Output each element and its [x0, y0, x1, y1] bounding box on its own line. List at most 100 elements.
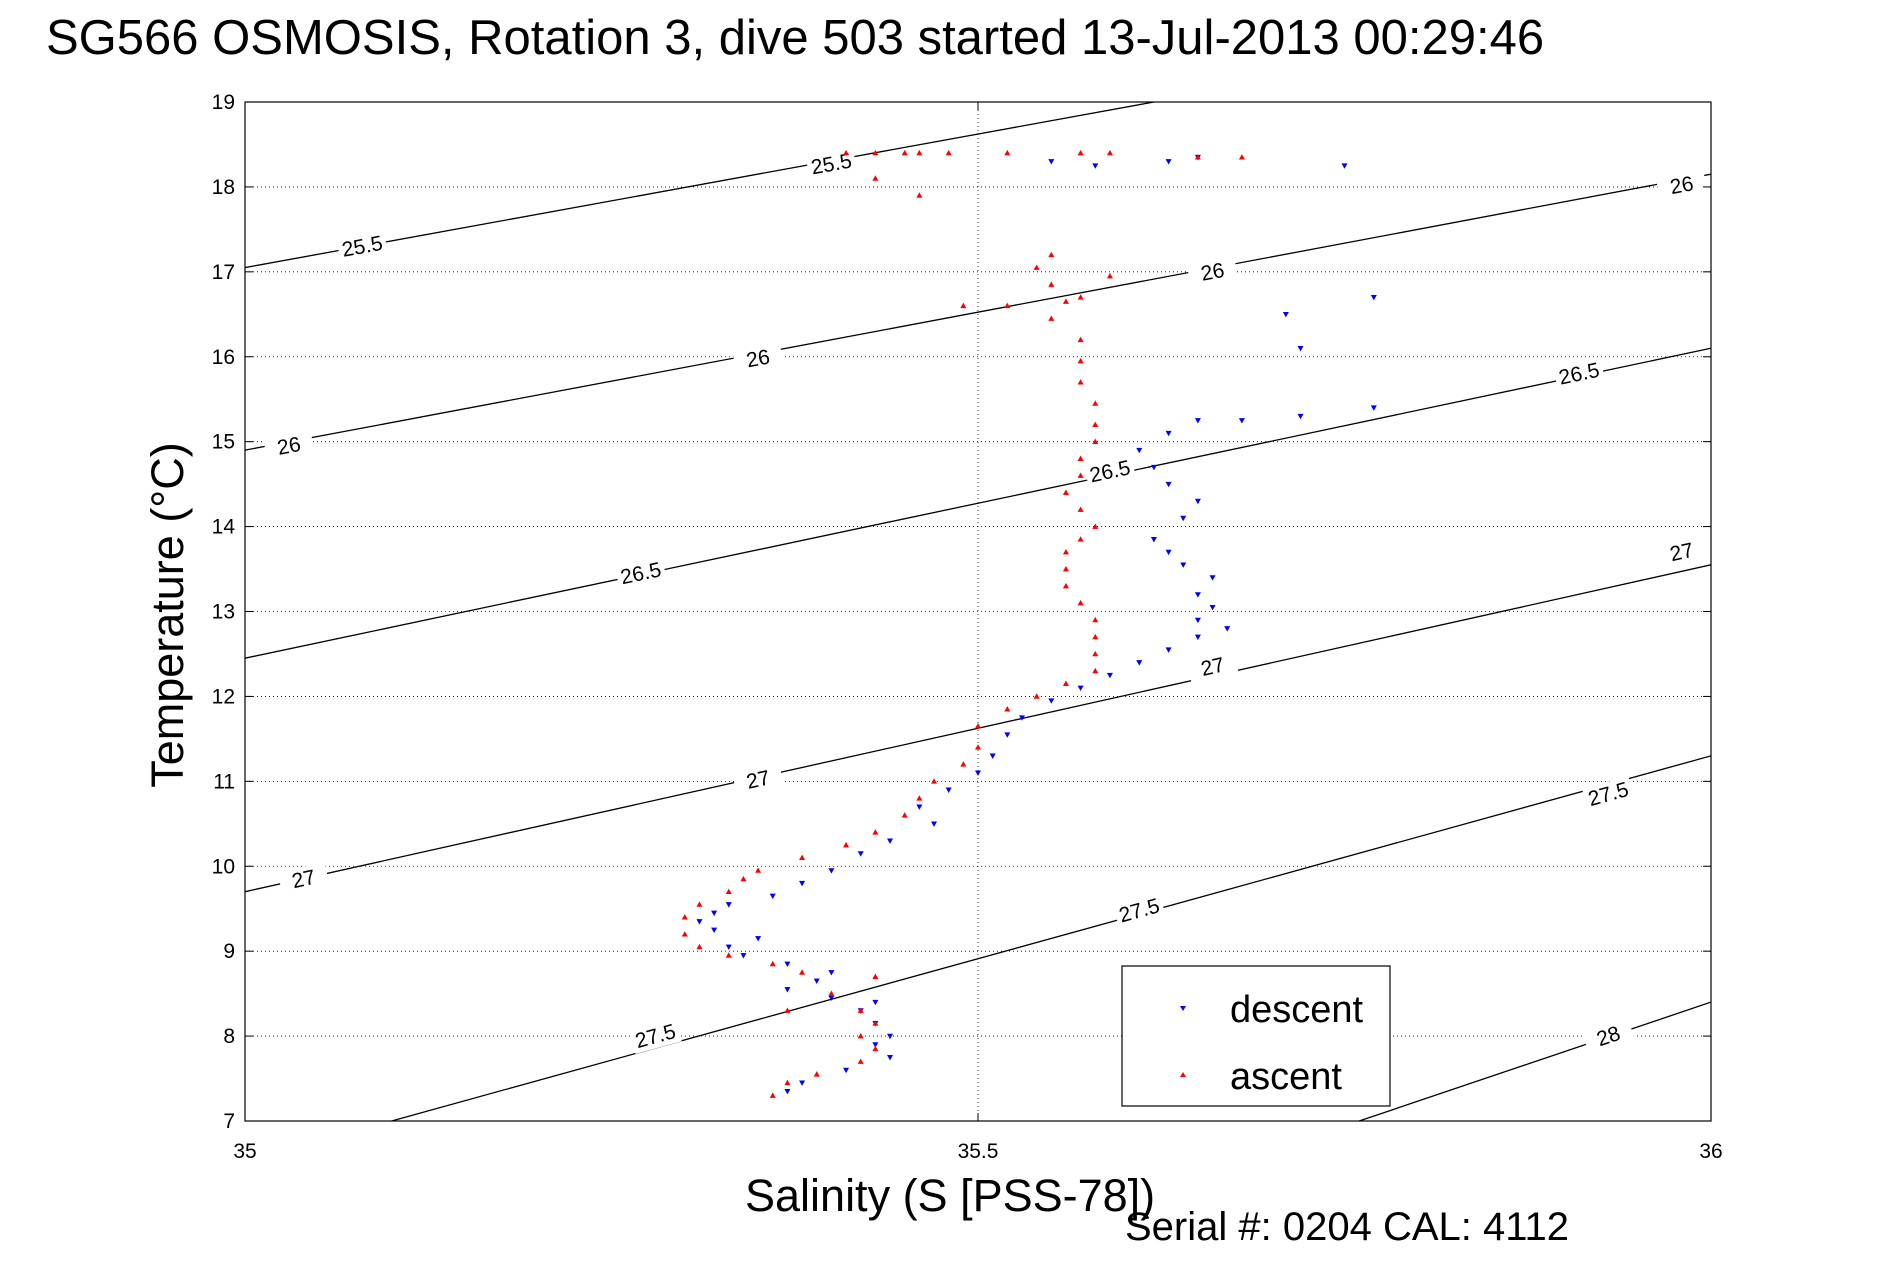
- ascent-point: [1092, 400, 1099, 406]
- ascent-point: [1077, 599, 1084, 606]
- descent-point: [872, 999, 879, 1006]
- y-tick-label: 19: [212, 91, 235, 114]
- descent-point: [828, 970, 835, 976]
- ascent-point: [725, 888, 732, 895]
- ascent-point: [901, 812, 908, 818]
- isopycnal-label: 27: [732, 762, 785, 797]
- y-tick-label: 13: [212, 601, 235, 624]
- ascent-point: [813, 1071, 820, 1077]
- svg-text:26: 26: [1668, 172, 1695, 199]
- descent-point: [828, 868, 835, 874]
- ascent-point: [1062, 680, 1069, 686]
- ascent-point: [1033, 693, 1040, 699]
- ascent-point: [1077, 336, 1084, 343]
- descent-point: [974, 770, 982, 776]
- descent-point: [725, 902, 732, 908]
- descent-point: [1194, 418, 1201, 424]
- ascent-point: [799, 854, 806, 861]
- gridlines: [245, 102, 1711, 1121]
- ascent-point: [828, 990, 835, 996]
- ascent-point: [1092, 633, 1099, 640]
- svg-text:27: 27: [1668, 539, 1696, 567]
- descent-point: [1180, 515, 1187, 522]
- isopycnal-label: 25.5: [805, 147, 858, 181]
- ascent-point: [1048, 281, 1055, 287]
- descent-point: [711, 910, 718, 917]
- ascent-point: [1048, 251, 1055, 258]
- ascent-point: [1106, 272, 1113, 279]
- ascent-point: [1004, 706, 1011, 712]
- descent-point: [1150, 537, 1157, 543]
- descent-point: [1048, 698, 1055, 704]
- svg-text:26: 26: [745, 345, 772, 372]
- ascent-point: [1048, 315, 1055, 321]
- ascent-point: [1077, 455, 1084, 461]
- data-series: [681, 149, 1377, 1098]
- legend-label-descent: descent: [1230, 989, 1364, 1031]
- ascent-point: [901, 149, 908, 156]
- ascent-point: [1062, 582, 1069, 589]
- ascent-point: [843, 149, 850, 156]
- descent-point: [1136, 660, 1143, 666]
- ascent-point: [872, 149, 879, 156]
- descent-point: [1136, 447, 1143, 454]
- isopycnal-line: [245, 173, 1711, 451]
- isopycnal-label: 26: [732, 342, 784, 375]
- ascent-point: [872, 973, 879, 979]
- descent-point: [755, 936, 762, 942]
- y-tick-label: 15: [212, 431, 235, 454]
- x-tick-label: 35.5: [958, 1140, 999, 1163]
- legend-marker-descent: [1180, 1006, 1186, 1011]
- ascent-point: [1004, 302, 1011, 309]
- y-axis-label: Temperature (°C): [142, 442, 193, 788]
- legend-label-ascent: ascent: [1230, 1056, 1342, 1098]
- isopycnal-line: [245, 102, 1155, 269]
- isopycnal-label: 27: [277, 862, 330, 896]
- descent-point: [1282, 311, 1289, 318]
- descent-point: [1194, 617, 1201, 624]
- descent-point: [784, 987, 791, 993]
- descent-point: [1180, 562, 1187, 568]
- descent-point: [1209, 575, 1216, 581]
- y-tick-label: 11: [213, 770, 235, 793]
- descent-point: [989, 753, 996, 759]
- descent-point: [887, 838, 894, 844]
- ascent-point: [1077, 506, 1084, 512]
- ascent-point: [1092, 523, 1099, 529]
- y-tick-label: 17: [212, 261, 235, 284]
- descent-point: [799, 880, 806, 887]
- ascent-point: [1077, 149, 1084, 156]
- ascent-point: [960, 302, 967, 309]
- ascent-point: [725, 952, 732, 958]
- y-tick-label: 7: [223, 1110, 235, 1133]
- serial-cal-footer: Serial #: 0204 CAL: 4112: [1125, 1205, 1570, 1249]
- isopycnal-label: 27.5: [1112, 892, 1166, 929]
- x-tick-label: 35: [233, 1140, 256, 1163]
- descent-point: [740, 953, 747, 959]
- descent-point: [843, 1067, 850, 1074]
- ascent-point: [857, 1058, 864, 1064]
- x-tick-label: 36: [1699, 1140, 1722, 1163]
- descent-point: [1165, 430, 1172, 437]
- descent-point: [1004, 732, 1011, 738]
- isopycnal-line: [1358, 1001, 1711, 1121]
- y-tick-label: 10: [212, 855, 235, 878]
- descent-point: [1194, 634, 1201, 641]
- ascent-point: [755, 867, 762, 873]
- descent-point: [1297, 413, 1304, 420]
- descent-point: [725, 944, 732, 951]
- descent-point: [1194, 498, 1201, 505]
- isopycnal-label: 27: [1655, 535, 1708, 569]
- svg-text:27: 27: [1199, 653, 1227, 681]
- ascent-point: [945, 149, 952, 156]
- descent-point: [1194, 592, 1201, 598]
- svg-text:27: 27: [290, 866, 318, 894]
- ascent-point: [784, 1007, 791, 1013]
- descent-point: [813, 978, 820, 985]
- descent-point: [887, 1033, 894, 1040]
- x-axis-label: Salinity (S [PSS-78]): [745, 1170, 1156, 1221]
- descent-point: [1048, 159, 1055, 165]
- descent-point: [1150, 464, 1157, 471]
- descent-point: [931, 821, 938, 827]
- descent-point: [945, 787, 952, 793]
